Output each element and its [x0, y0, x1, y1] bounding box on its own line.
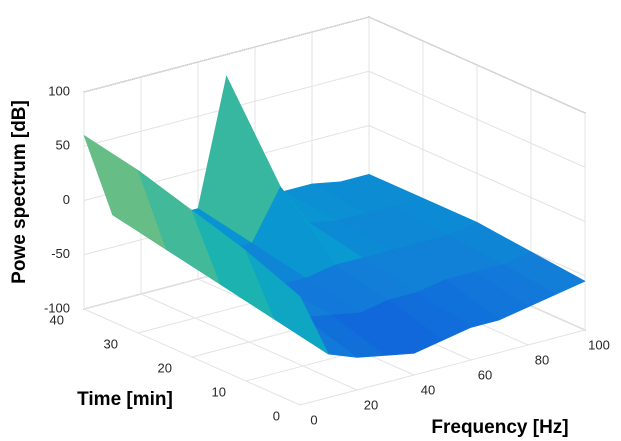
- x-tick-label: 100: [588, 337, 610, 352]
- y-tick-label: 0: [273, 408, 280, 423]
- x-tick-label: 40: [421, 382, 435, 397]
- y-axis-label: Time [min]: [77, 389, 173, 410]
- y-tick-label: 40: [50, 312, 64, 327]
- x-tick-label: 0: [310, 412, 317, 427]
- x-tick-label: 60: [478, 367, 492, 382]
- z-tick-label: -100: [44, 300, 70, 315]
- z-tick-label: 0: [63, 192, 70, 207]
- x-axis-label: Frequency [Hz]: [431, 417, 568, 438]
- z-grid-line: [83, 16, 370, 93]
- z-tick-label: 100: [48, 83, 70, 98]
- y-tick-label: 20: [158, 360, 172, 375]
- x-tick-label: 20: [364, 397, 378, 412]
- tick-labels: -100 -50 0 50 100 0 20 40 60 80 100 0 10 20 30 40: [44, 83, 610, 427]
- y-tick-label: 30: [104, 336, 118, 351]
- y-grid-line: [299, 329, 586, 406]
- z-tick-label: 50: [56, 138, 70, 153]
- x-tick-label: 80: [535, 352, 549, 367]
- z-tick-label: -50: [51, 246, 70, 261]
- z-axis-label: Powe spectrum [dB]: [9, 100, 30, 284]
- y-tick-label: 10: [212, 384, 226, 399]
- surface-patch: [245, 250, 329, 355]
- surface: [83, 75, 586, 358]
